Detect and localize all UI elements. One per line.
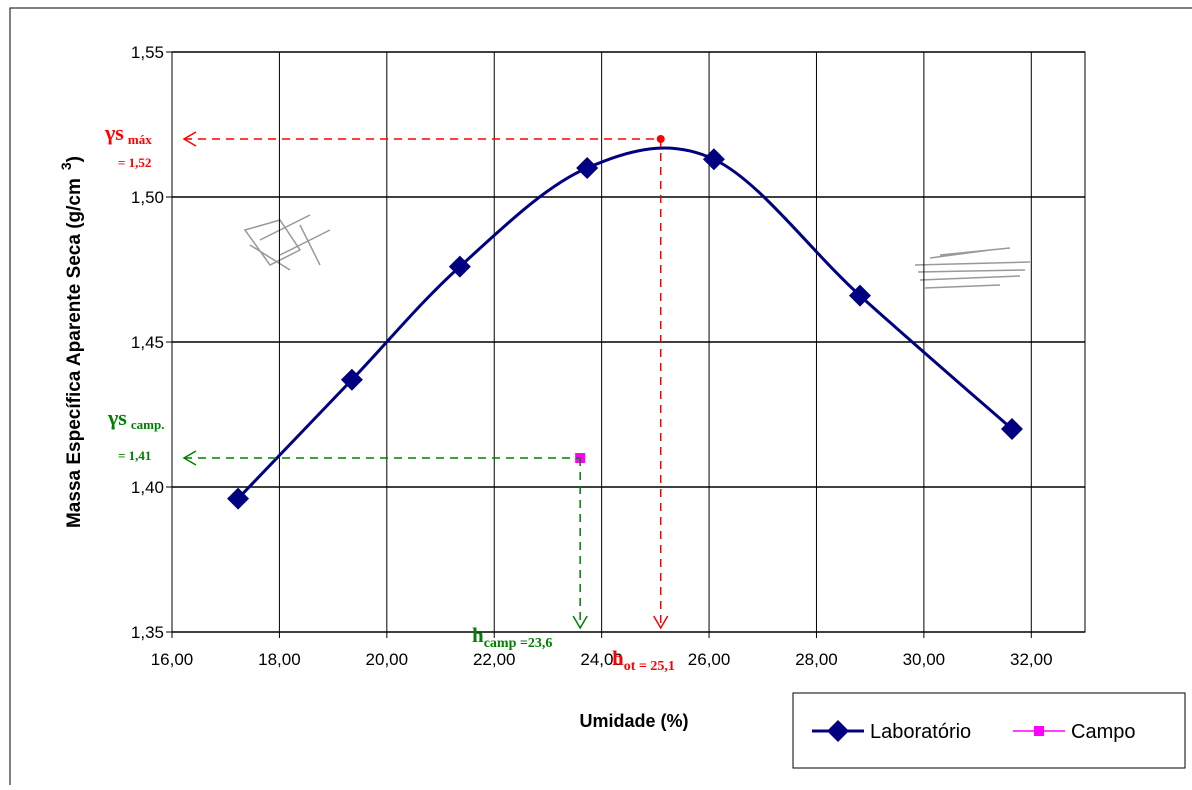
x-tick-label: 16,00 [151, 650, 194, 669]
plot-area [171, 51, 1086, 633]
marker [340, 368, 363, 391]
x-tick-label: 24,00 [580, 650, 623, 669]
x-tick-label: 22,00 [473, 650, 516, 669]
y-axis-title-main: Massa Específica Aparente Seca (g/cm [64, 178, 85, 528]
x-tick-label: 28,00 [795, 650, 838, 669]
marker [576, 157, 599, 179]
legend-label: Campo [1071, 721, 1135, 743]
annotation-label: γs máx [104, 120, 152, 147]
annotation-symbol: h [472, 623, 484, 647]
marker [702, 148, 725, 171]
annotation-label: hcamp =23,6 [472, 623, 552, 651]
y-axis-title: Massa Específica Aparente Seca (g/cm 3) [58, 156, 85, 528]
arrow-head [653, 615, 669, 630]
annotation-sub: ot = 25,1 [624, 659, 675, 674]
x-tick-label: 30,00 [903, 650, 946, 669]
x-tick-label: 20,00 [366, 650, 409, 669]
frame [9, 7, 1192, 790]
y-tick-label: 1,55 [131, 43, 164, 62]
annotation-label: γs camp. [107, 405, 164, 432]
marker [227, 487, 250, 510]
annotation-point [656, 135, 665, 143]
y-tick-label: 1,50 [131, 188, 164, 207]
y-axis-title-end: ) [64, 156, 85, 162]
x-axis-title: Umidade (%) [579, 711, 688, 731]
x-tick-label: 26,00 [688, 650, 731, 669]
series-line [236, 146, 1013, 500]
x-tick-label: 18,00 [258, 650, 301, 669]
icon [243, 214, 1031, 289]
arrow-head [182, 450, 197, 466]
legend-marker [827, 720, 849, 742]
legend-label: Laboratório [870, 721, 971, 743]
arrow-head [182, 131, 197, 147]
annotation-sub: camp =23,6 [484, 636, 553, 651]
annotation-symbol: γs [107, 405, 127, 430]
annotation-value: = 1,41 [118, 448, 151, 463]
marker [1000, 418, 1023, 440]
x-tick-label: 32,00 [1010, 650, 1053, 669]
annotation-symbol: γs [104, 120, 124, 145]
annotation-value: = 1,52 [118, 155, 151, 170]
annotation-label: hot = 25,1 [612, 646, 675, 674]
annotation-sub: camp. [131, 417, 165, 432]
marker [448, 255, 471, 278]
y-tick-label: 1,40 [131, 478, 164, 497]
y-tick-label: 1,45 [131, 333, 164, 352]
arrow-head [572, 615, 588, 630]
y-tick-label: 1,35 [131, 623, 164, 642]
legend-marker [1034, 726, 1044, 736]
annotation-symbol: h [612, 646, 624, 670]
y-axis-title-sup: 3 [58, 162, 74, 170]
marker [848, 284, 871, 307]
annotation-sub: máx [128, 132, 152, 147]
